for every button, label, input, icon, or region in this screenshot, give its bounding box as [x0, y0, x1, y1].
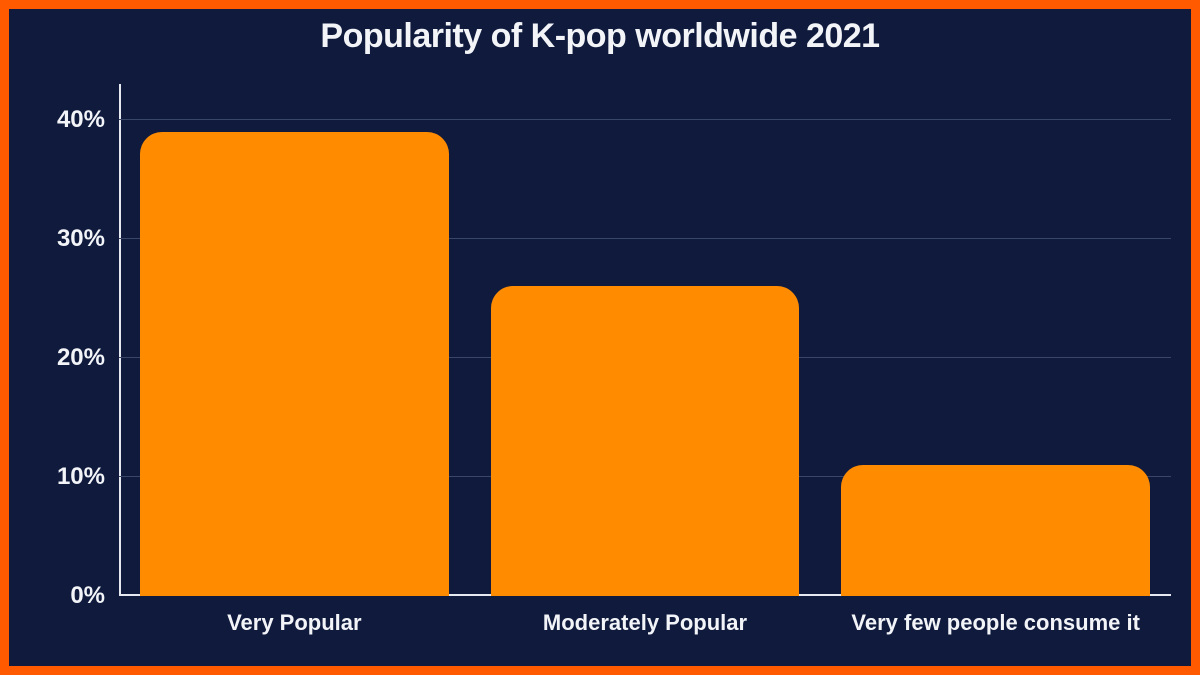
y-tick-label: 20%: [57, 344, 105, 372]
bars-row: Very PopularModerately PopularVery few p…: [119, 84, 1171, 596]
bar: [841, 465, 1150, 596]
bar-slot: Very Popular: [119, 84, 470, 596]
x-tick-label: Very few people consume it: [851, 610, 1140, 636]
chart-title: Popularity of K-pop worldwide 2021: [9, 17, 1191, 56]
chart-panel: Popularity of K-pop worldwide 2021 0%10%…: [9, 9, 1191, 666]
x-tick-label: Moderately Popular: [543, 610, 747, 636]
bar: [140, 132, 449, 596]
y-tick-label: 40%: [57, 106, 105, 134]
chart-frame: Popularity of K-pop worldwide 2021 0%10%…: [0, 0, 1200, 675]
plot-area: 0%10%20%30%40% Very PopularModerately Po…: [119, 84, 1171, 596]
x-tick-label: Very Popular: [227, 610, 362, 636]
bar: [491, 286, 800, 596]
bar-slot: Moderately Popular: [470, 84, 821, 596]
y-tick-label: 30%: [57, 225, 105, 253]
y-tick-label: 0%: [70, 582, 105, 610]
y-tick-label: 10%: [57, 463, 105, 491]
bar-slot: Very few people consume it: [820, 84, 1171, 596]
